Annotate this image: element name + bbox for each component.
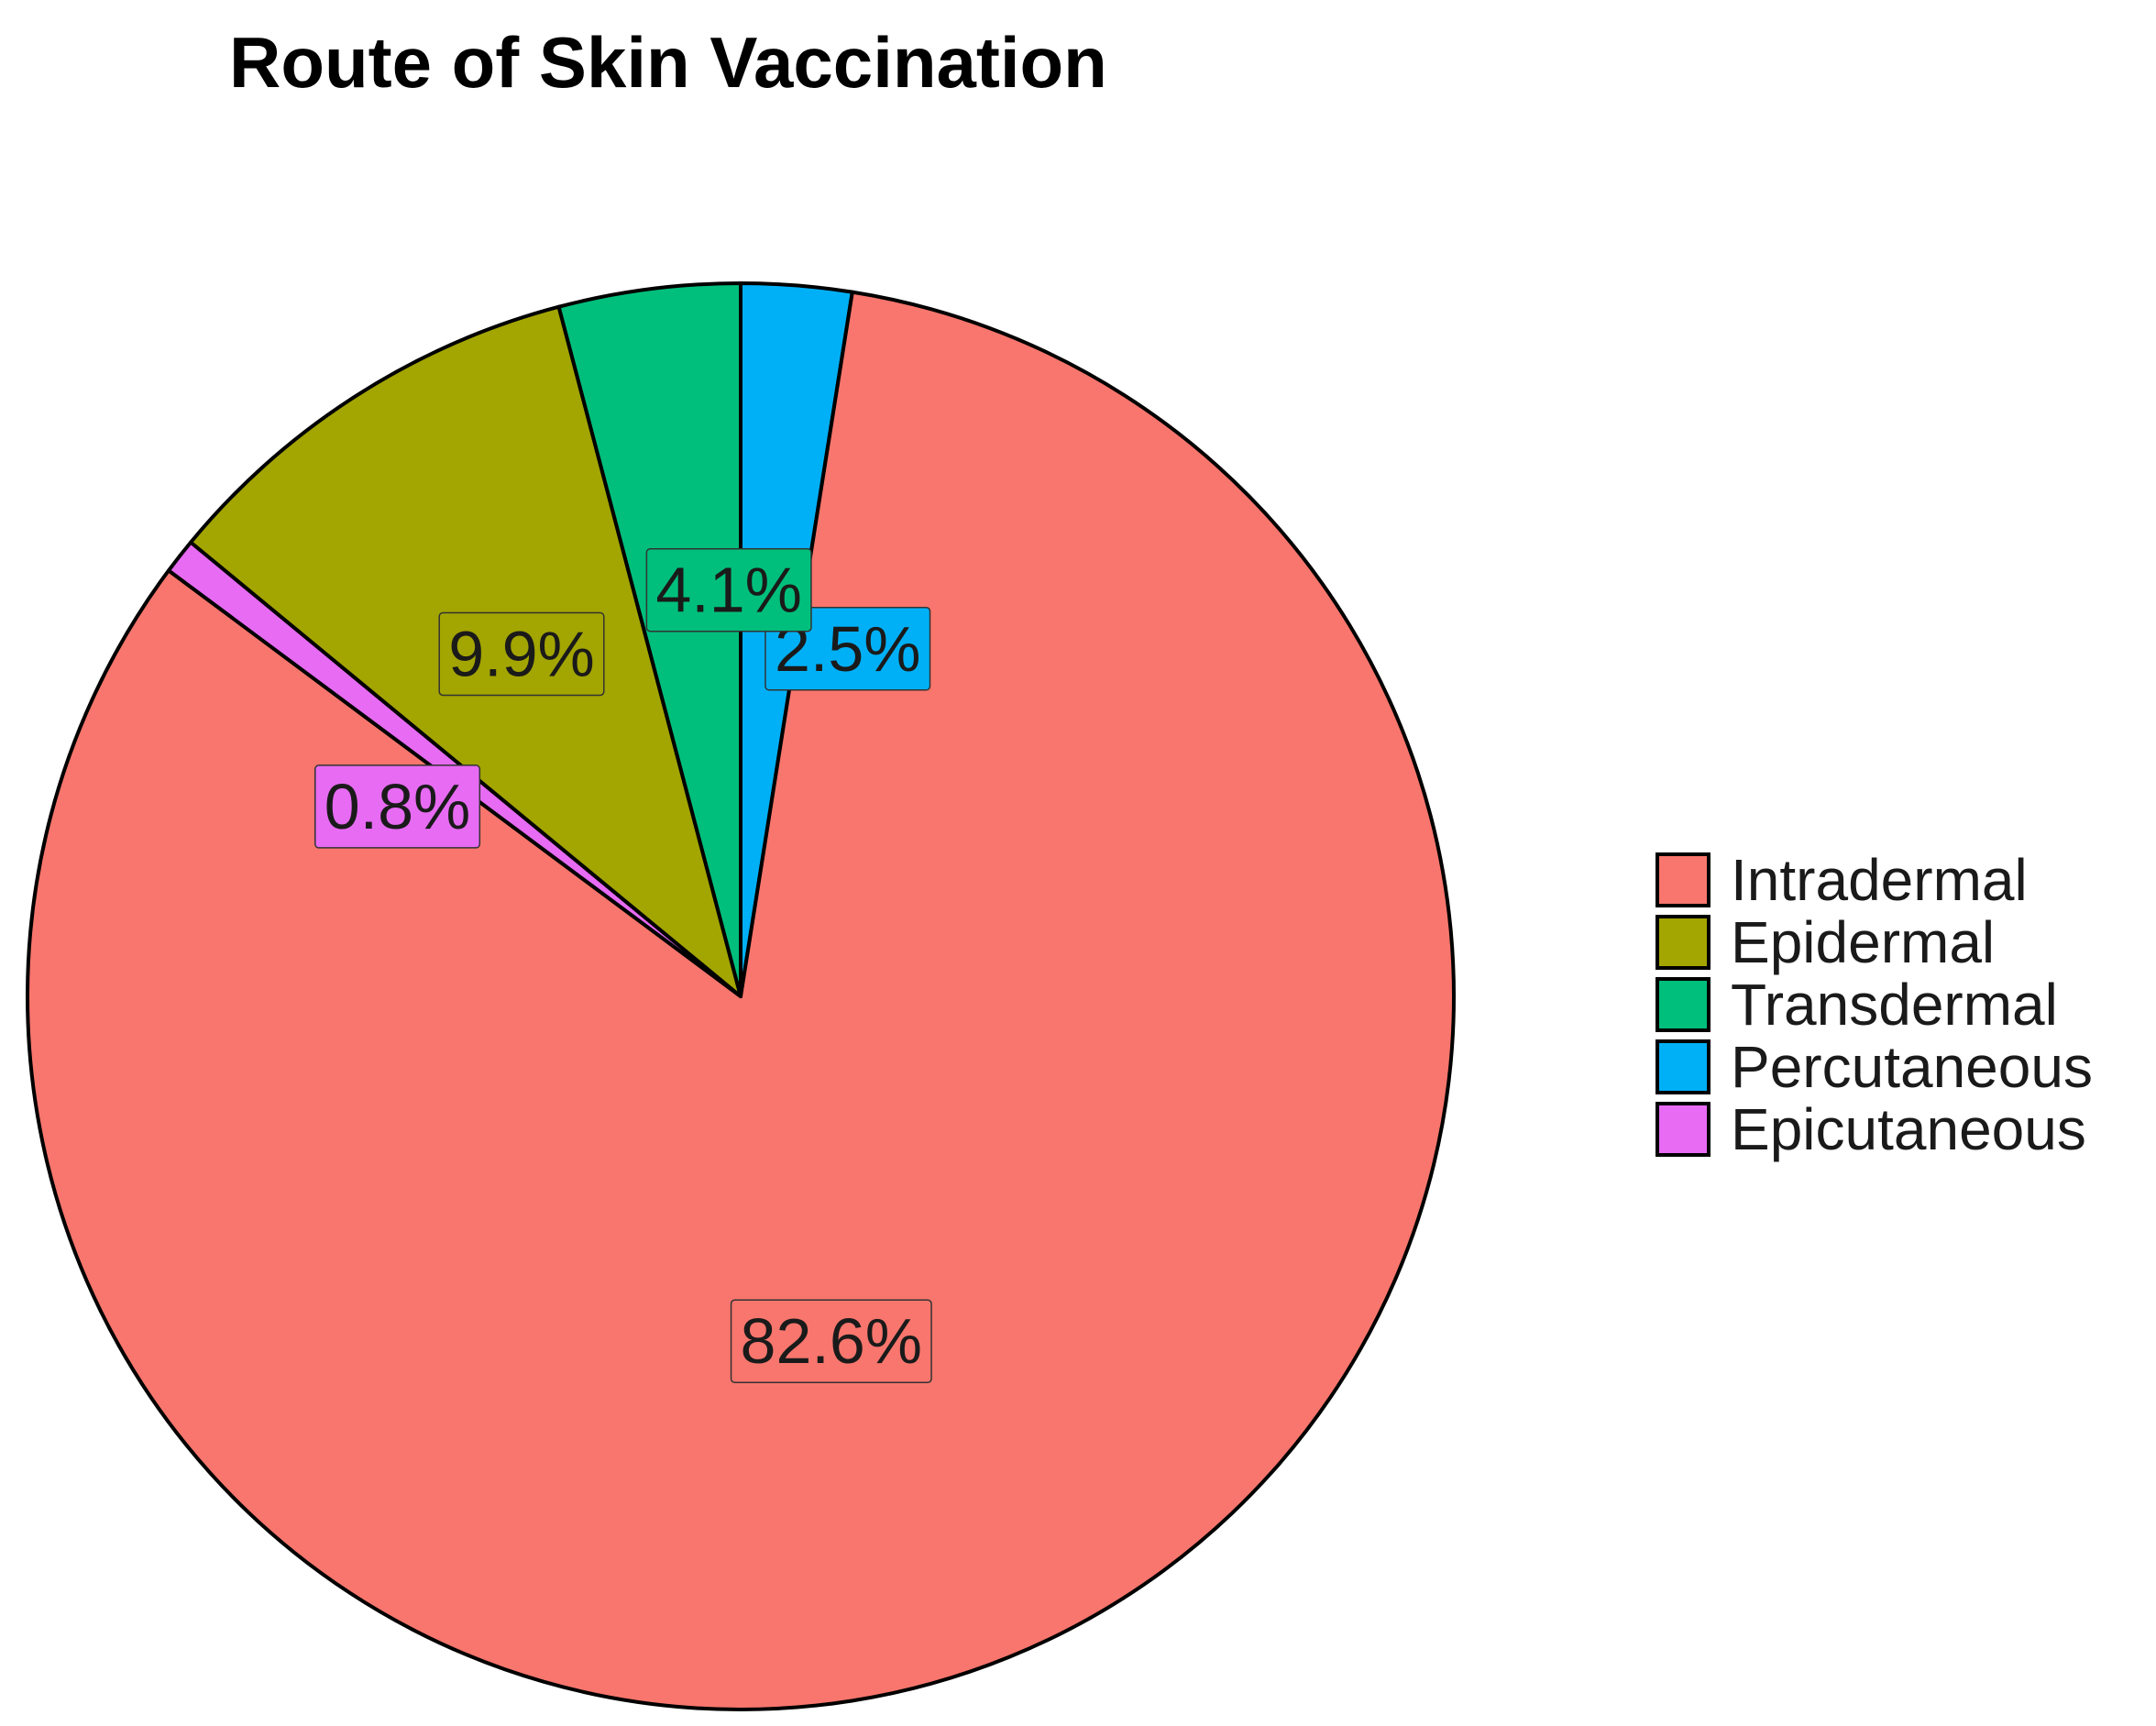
data-label-text-transdermal: 4.1% bbox=[655, 555, 802, 626]
legend: IntradermalEpidermalTransdermalPercutane… bbox=[1656, 847, 2093, 1162]
data-label-text-intradermal: 82.6% bbox=[741, 1305, 922, 1377]
data-label-text-epidermal: 9.9% bbox=[448, 618, 595, 689]
legend-swatch-intradermal bbox=[1656, 852, 1710, 907]
legend-item-epidermal: Epidermal bbox=[1656, 909, 1995, 975]
data-label-text-epicutaneous: 0.8% bbox=[324, 771, 471, 842]
data-label-box-transdermal bbox=[645, 547, 812, 632]
pie-slice-intradermal bbox=[26, 290, 1456, 1712]
pie-labels: 2.5%82.6%0.8%9.9%4.1% bbox=[314, 547, 932, 1383]
legend-label-percutaneous: Percutaneous bbox=[1731, 1034, 2093, 1100]
data-label-box-epidermal bbox=[438, 611, 605, 697]
pie-slices bbox=[26, 281, 1456, 1712]
legend-item-epicutaneous: Epicutaneous bbox=[1656, 1096, 2086, 1162]
legend-swatch-epicutaneous bbox=[1656, 1102, 1710, 1157]
legend-item-transdermal: Transdermal bbox=[1656, 972, 2058, 1038]
data-label-box-epicutaneous bbox=[314, 764, 481, 849]
legend-swatch-transdermal bbox=[1656, 977, 1710, 1032]
legend-swatch-percutaneous bbox=[1656, 1039, 1710, 1094]
data-label-intradermal: 82.6% bbox=[730, 1299, 932, 1383]
legend-label-epicutaneous: Epicutaneous bbox=[1731, 1096, 2086, 1162]
data-label-box-intradermal bbox=[730, 1299, 932, 1383]
legend-label-transdermal: Transdermal bbox=[1731, 972, 2058, 1038]
legend-label-intradermal: Intradermal bbox=[1731, 847, 2028, 913]
pie-slice-transdermal bbox=[556, 281, 742, 998]
data-label-epidermal: 9.9% bbox=[438, 611, 605, 697]
data-label-epicutaneous: 0.8% bbox=[314, 764, 481, 849]
chart-title: Route of Skin Vaccination bbox=[229, 22, 1107, 103]
legend-item-intradermal: Intradermal bbox=[1656, 847, 2028, 913]
legend-item-percutaneous: Percutaneous bbox=[1656, 1034, 2093, 1100]
data-label-transdermal: 4.1% bbox=[645, 547, 812, 632]
legend-label-epidermal: Epidermal bbox=[1731, 909, 1995, 975]
legend-swatch-epidermal bbox=[1656, 915, 1710, 970]
